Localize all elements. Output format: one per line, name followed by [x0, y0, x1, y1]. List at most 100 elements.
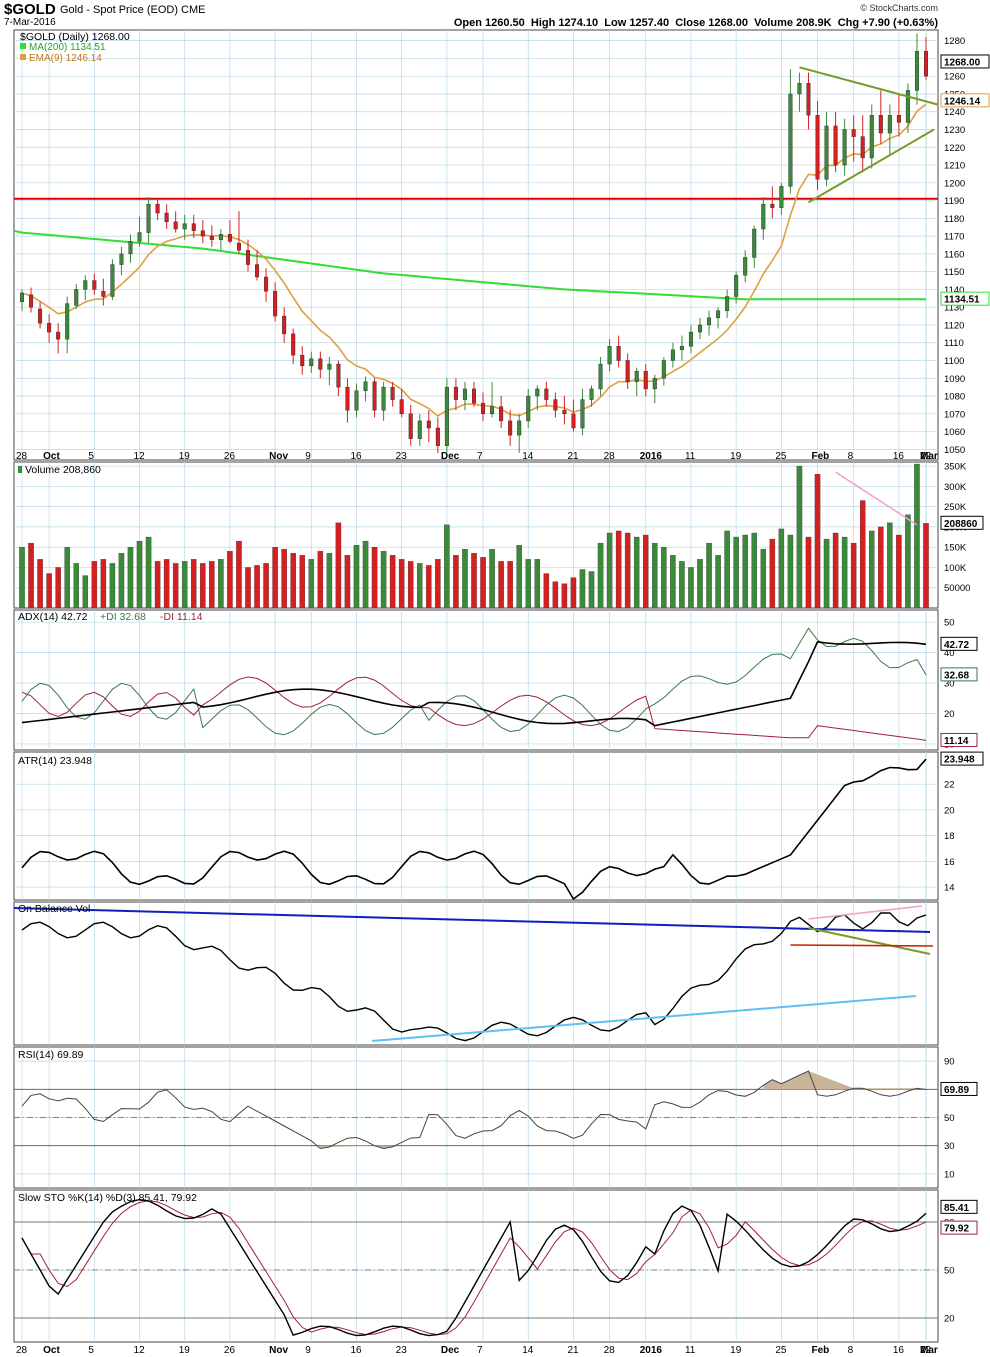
x-tick-label-bottom: Nov: [269, 1345, 288, 1356]
volume-bar: [905, 514, 911, 609]
volume-bar: [507, 561, 513, 609]
volume-bar: [543, 573, 550, 609]
candle-body: [408, 413, 413, 439]
volume-bar: [227, 551, 233, 609]
x-tick-label: 9: [305, 451, 311, 462]
obv-line: [21, 912, 927, 1042]
candle-body: [128, 241, 133, 255]
volume-bar: [263, 563, 269, 609]
candle-body: [553, 399, 558, 411]
obv-blue-trendline: [13, 907, 931, 933]
volume-value-label: 208860: [944, 519, 978, 530]
volume-bar: [136, 540, 143, 609]
x-tick-label-bottom: 26: [224, 1345, 236, 1356]
y-tick-label: 1140: [944, 285, 964, 296]
volume-bar: [878, 526, 884, 609]
x-tick-label: 12: [134, 451, 146, 462]
volume-bar: [896, 534, 902, 609]
volume-bar: [869, 530, 875, 609]
volume-bar: [181, 561, 188, 609]
volume-bar: [670, 555, 676, 609]
candle-body: [255, 264, 260, 278]
x-tick-label: Dec: [441, 451, 460, 462]
plus-di-value-label: 32.68: [944, 670, 969, 681]
sto-d-value-label: 79.92: [944, 1224, 969, 1235]
y-tick-label: 1130: [944, 303, 964, 314]
candle-body: [517, 420, 522, 436]
x-tick-label: 14: [522, 451, 534, 462]
candle-body: [209, 235, 214, 240]
legend-ma200-swatch: [20, 43, 26, 49]
candle-body: [499, 406, 504, 422]
x-tick-label: 7: [477, 451, 483, 462]
sto-k-value-label-box: [940, 1199, 978, 1214]
x-tick-label-bottom: 19: [179, 1345, 191, 1356]
x-tick-label: 25: [775, 451, 787, 462]
candle-body: [146, 203, 151, 233]
y-tick-label: 300K: [944, 482, 967, 493]
sto-d-line: [21, 1200, 927, 1336]
candle-body: [327, 363, 332, 370]
volume-bar: [398, 559, 405, 609]
volume-bar: [832, 532, 839, 609]
ma200-value-label-box: [940, 291, 990, 306]
x-tick-label: 28: [16, 451, 28, 462]
candle-body: [444, 386, 449, 446]
x-tick-label: 7: [920, 451, 926, 462]
rsi-line: [21, 1070, 927, 1150]
volume-bar: [453, 555, 459, 609]
volume-bar: [444, 524, 450, 609]
volume-bar: [471, 553, 477, 609]
legend-atr: ATR(14) 23.948: [18, 755, 92, 767]
volume-bar: [109, 563, 116, 609]
candle-body: [698, 324, 703, 333]
x-tick-label-bottom: 8: [848, 1345, 854, 1356]
candle-body: [634, 370, 639, 383]
legend-adx: ADX(14) 42.72: [18, 611, 88, 623]
y-tick-label: 1050: [944, 445, 965, 456]
obv-lightblue-trendline: [371, 995, 917, 1042]
volume-bar: [245, 567, 251, 609]
volume-bar: [91, 561, 98, 609]
candle-body: [83, 280, 88, 290]
candle-body: [725, 296, 730, 311]
legend-gold: $GOLD (Daily) 1268.00: [20, 31, 130, 43]
candle-body: [345, 386, 350, 411]
y-tick-label: 14: [944, 883, 955, 894]
candle-body: [291, 333, 296, 356]
legend-ema9: EMA(9) 1246.14: [29, 53, 102, 64]
candle-body: [643, 370, 648, 390]
volume-bar: [73, 563, 79, 609]
volume-bar: [317, 551, 324, 609]
x-tick-label: 16: [350, 451, 362, 462]
y-tick-label: 18: [944, 831, 955, 842]
volume-bar: [823, 538, 830, 609]
x-tick-label: 8: [848, 451, 854, 462]
sto-k-line: [21, 1198, 927, 1337]
candle-body: [29, 294, 34, 308]
volume-bar: [661, 547, 667, 609]
obv-red-support: [790, 944, 934, 947]
candle-body: [200, 230, 205, 237]
volume-bar: [588, 571, 595, 609]
candle-body: [815, 115, 820, 180]
legend-volume: Volume 208,860: [25, 464, 101, 476]
legend-minus-di: -DI 11.14: [160, 611, 203, 623]
y-tick-label: 350K: [944, 462, 967, 473]
volume-bar: [615, 530, 622, 609]
x-tick-label-bottom: Feb: [812, 1345, 830, 1356]
candle-body: [707, 317, 712, 326]
volume-bar: [362, 540, 369, 609]
y-tick-label: 1120: [944, 320, 964, 331]
volume-bar: [281, 549, 287, 609]
candle-body: [490, 406, 495, 415]
x-tick-label: 11: [685, 451, 696, 462]
volume-bar: [462, 549, 468, 609]
candle-body: [761, 203, 766, 230]
volume-bar: [64, 547, 70, 609]
volume-bar: [624, 532, 631, 609]
y-tick-label: 1060: [944, 427, 965, 438]
x-tick-label-bottom: 14: [522, 1345, 534, 1356]
candle-body: [616, 346, 621, 361]
legend-obv: On Balance Vol: [18, 903, 90, 915]
